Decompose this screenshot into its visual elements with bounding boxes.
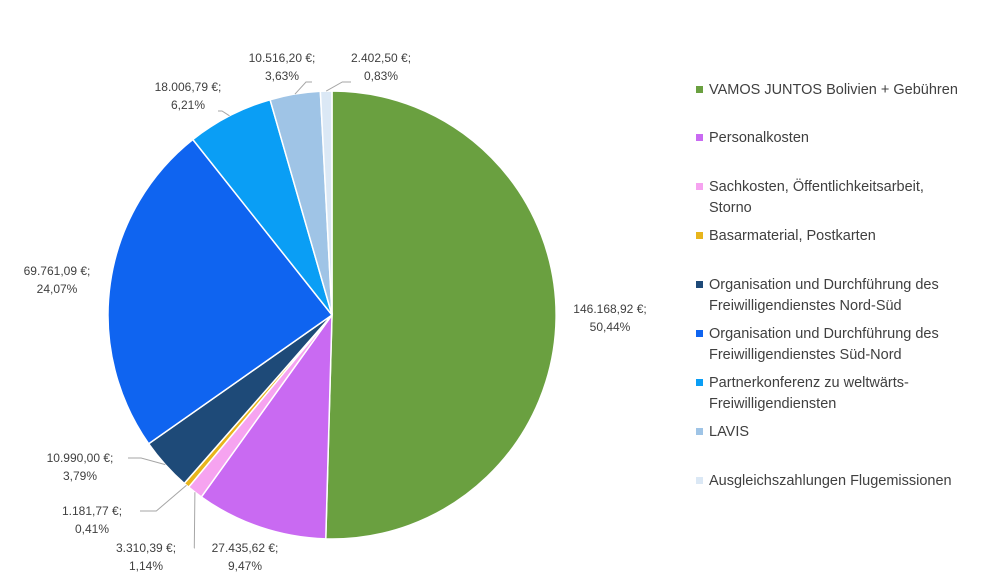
pie-slices: [107, 90, 557, 540]
pie-slice-2: [200, 312, 333, 540]
legend-label: VAMOS JUNTOS Bolivien + Gebühren: [709, 82, 958, 98]
data-label-9: 2.402,50 €; 0,83%: [351, 51, 411, 83]
data-label-1: 146.168,92 €; 50,44%: [573, 302, 646, 334]
legend-label: Organisation und Durchführung des Freiwil…: [709, 326, 939, 363]
legend-swatch: [696, 477, 703, 484]
data-labels: 146.168,92 €; 50,44% 27.435,62 €; 9,47% 3.31…: [24, 51, 647, 573]
legend-swatch: [696, 183, 703, 190]
legend-item-6: Organisation und Durchführung des Freiwil…: [696, 324, 979, 366]
legend-label: Ausgleichszahlungen Flugemissionen: [709, 473, 952, 489]
leader-line-5: [128, 457, 166, 466]
legend-label: Personalkosten: [709, 130, 809, 146]
legend-item-3: Sachkosten, Öffentlichkeitsarbeit, Storno: [696, 177, 979, 219]
legend-label: LAVIS: [709, 424, 750, 440]
legend-label: Organisation und Durchführung des Freiwil…: [709, 277, 939, 314]
leader-line-9: [325, 81, 351, 92]
data-label-6: 69.761,09 €; 24,07%: [24, 264, 91, 296]
pie-slice-9: [319, 90, 333, 316]
legend-item-9: Ausgleichszahlungen Flugemissionen: [696, 471, 979, 492]
data-label-5: 10.990,00 €; 3,79%: [47, 451, 114, 483]
legend-swatch: [696, 232, 703, 239]
legend-swatch: [696, 134, 703, 141]
legend-label: Basarmaterial, Postkarten: [709, 228, 876, 244]
legend-label: Sachkosten, Öffentlichkeitsarbeit, Storno: [709, 179, 924, 216]
legend-item-8: LAVIS: [696, 422, 979, 443]
legend-item-1: VAMOS JUNTOS Bolivien + Gebühren: [696, 80, 979, 101]
legend-item-7: Partnerkonferenz zu weltwärts- Freiwillig…: [696, 373, 979, 415]
pie-slice-1: [324, 90, 557, 540]
legend-item-2: Personalkosten: [696, 128, 979, 149]
legend-swatch: [696, 428, 703, 435]
leader-line-3: [193, 492, 196, 549]
data-label-8: 10.516,20 €; 3,63%: [249, 51, 316, 83]
data-label-2: 27.435,62 €; 9,47%: [212, 541, 279, 573]
legend-swatch: [696, 330, 703, 337]
legend-label: Partnerkonferenz zu weltwärts- Freiwillig…: [709, 375, 909, 412]
data-label-4: 1.181,77 €; 0,41%: [62, 504, 122, 536]
legend-swatch: [696, 281, 703, 288]
legend-item-5: Organisation und Durchführung des Freiwil…: [696, 275, 979, 317]
data-label-7: 18.006,79 €; 6,21%: [155, 80, 222, 112]
leader-lines: [128, 81, 351, 549]
data-label-3: 3.310,39 €; 1,14%: [116, 541, 176, 573]
leader-line-8: [294, 81, 312, 95]
leader-line-4: [140, 484, 187, 512]
legend-swatch: [696, 379, 703, 386]
pie-slice-6: [107, 138, 334, 445]
legend-item-4: Basarmaterial, Postkarten: [696, 226, 979, 247]
leader-line-7: [218, 110, 230, 117]
legend-swatch: [696, 86, 703, 93]
